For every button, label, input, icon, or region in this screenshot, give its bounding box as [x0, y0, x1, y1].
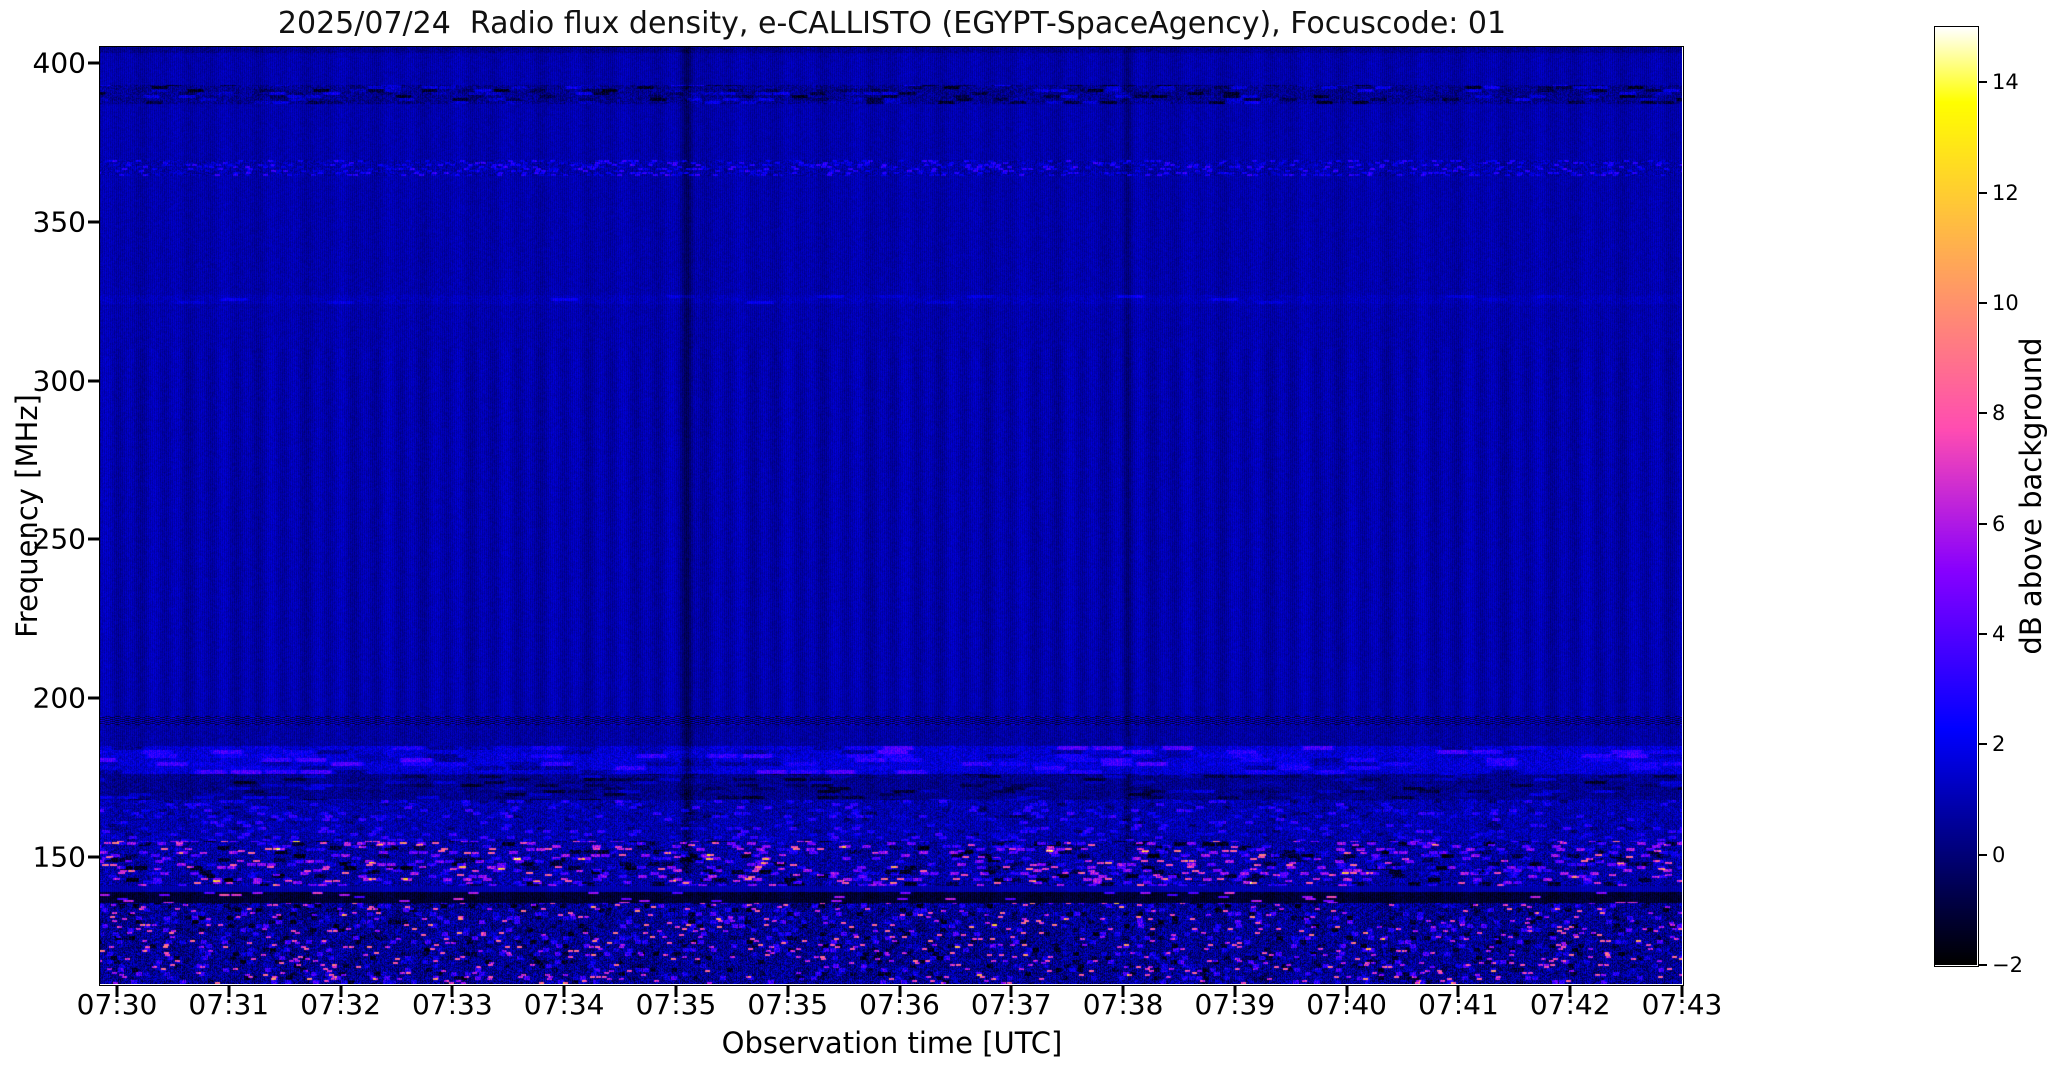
colorbar-tick-mark: [1979, 853, 1987, 856]
colorbar-tick-label: 0: [1992, 842, 2006, 867]
colorbar-label: dB above background: [2014, 337, 2048, 655]
x-tick-mark: [674, 986, 678, 997]
x-tick-label: 07:39: [1194, 988, 1276, 1021]
x-tick-mark: [1233, 986, 1237, 997]
x-tick-mark: [1121, 986, 1125, 997]
x-tick-label: 07:37: [970, 988, 1052, 1021]
colorbar-tick-label: −2: [1992, 953, 2023, 977]
x-tick-mark: [1680, 986, 1684, 997]
colorbar-tick-mark: [1979, 522, 1987, 525]
x-tick-label: 07:35: [747, 988, 829, 1021]
colorbar-tick-label: 6: [1992, 511, 2006, 536]
y-tick-mark: [88, 537, 99, 541]
x-tick-label: 07:31: [188, 988, 270, 1021]
x-tick-mark: [339, 986, 343, 997]
y-tick-label: 400: [32, 46, 86, 80]
colorbar-canvas: [1935, 27, 1977, 965]
y-tick-mark: [88, 61, 99, 65]
x-tick-label: 07:33: [411, 988, 493, 1021]
x-tick-mark: [115, 986, 119, 997]
x-tick-label: 07:38: [1082, 988, 1164, 1021]
x-tick-mark: [786, 986, 790, 997]
x-tick-mark: [1456, 986, 1460, 997]
x-tick-mark: [1345, 986, 1349, 997]
x-tick-label: 07:43: [1641, 988, 1723, 1021]
x-tick-label: 07:30: [76, 988, 158, 1021]
colorbar-tick-mark: [1979, 743, 1987, 746]
y-tick-label: 200: [32, 681, 86, 715]
x-axis-label: Observation time [UTC]: [721, 1026, 1063, 1060]
y-axis-label: Frequency [MHz]: [10, 394, 44, 638]
x-tick-label: 07:42: [1529, 988, 1611, 1021]
x-tick-mark: [450, 986, 454, 997]
colorbar-tick-mark: [1979, 191, 1987, 194]
x-tick-label: 07:35: [635, 988, 717, 1021]
y-tick-mark: [88, 855, 99, 859]
colorbar-tick-label: 12: [1992, 180, 2019, 205]
colorbar-tick-mark: [1979, 81, 1987, 84]
colorbar-tick-mark: [1979, 301, 1987, 304]
x-tick-mark: [227, 986, 231, 997]
colorbar-tick-mark: [1979, 412, 1987, 415]
y-tick-mark: [88, 220, 99, 224]
x-tick-mark: [1009, 986, 1013, 997]
x-tick-label: 07:36: [859, 988, 940, 1021]
colorbar-tick-mark: [1979, 964, 1987, 966]
y-tick-label: 250: [32, 522, 86, 556]
colorbar-tick-label: 14: [1992, 70, 2019, 95]
y-tick-mark: [88, 379, 99, 382]
x-tick-label: 07:32: [300, 988, 381, 1021]
colorbar-tick-label: 10: [1992, 290, 2019, 315]
x-tick-label: 07:41: [1418, 988, 1499, 1021]
x-tick-mark: [562, 986, 566, 997]
y-tick-mark: [88, 696, 99, 700]
y-tick-label: 350: [32, 205, 86, 239]
spectrogram-canvas: [100, 47, 1682, 984]
x-tick-mark: [898, 986, 901, 997]
colorbar-tick-label: 8: [1992, 401, 2006, 426]
colorbar: [1934, 26, 1979, 967]
y-tick-label: 300: [32, 364, 86, 397]
x-tick-label: 07:34: [523, 988, 605, 1021]
plot-border: [99, 46, 1684, 986]
colorbar-tick-mark: [1979, 632, 1987, 635]
colorbar-tick-label: 4: [1992, 621, 2006, 646]
y-tick-label: 150: [32, 840, 86, 874]
x-tick-mark: [1568, 986, 1572, 997]
x-tick-label: 07:40: [1306, 988, 1387, 1021]
figure-title: 2025/07/24 Radio flux density, e-CALLIST…: [277, 6, 1507, 41]
colorbar-tick-label: 2: [1992, 732, 2006, 757]
